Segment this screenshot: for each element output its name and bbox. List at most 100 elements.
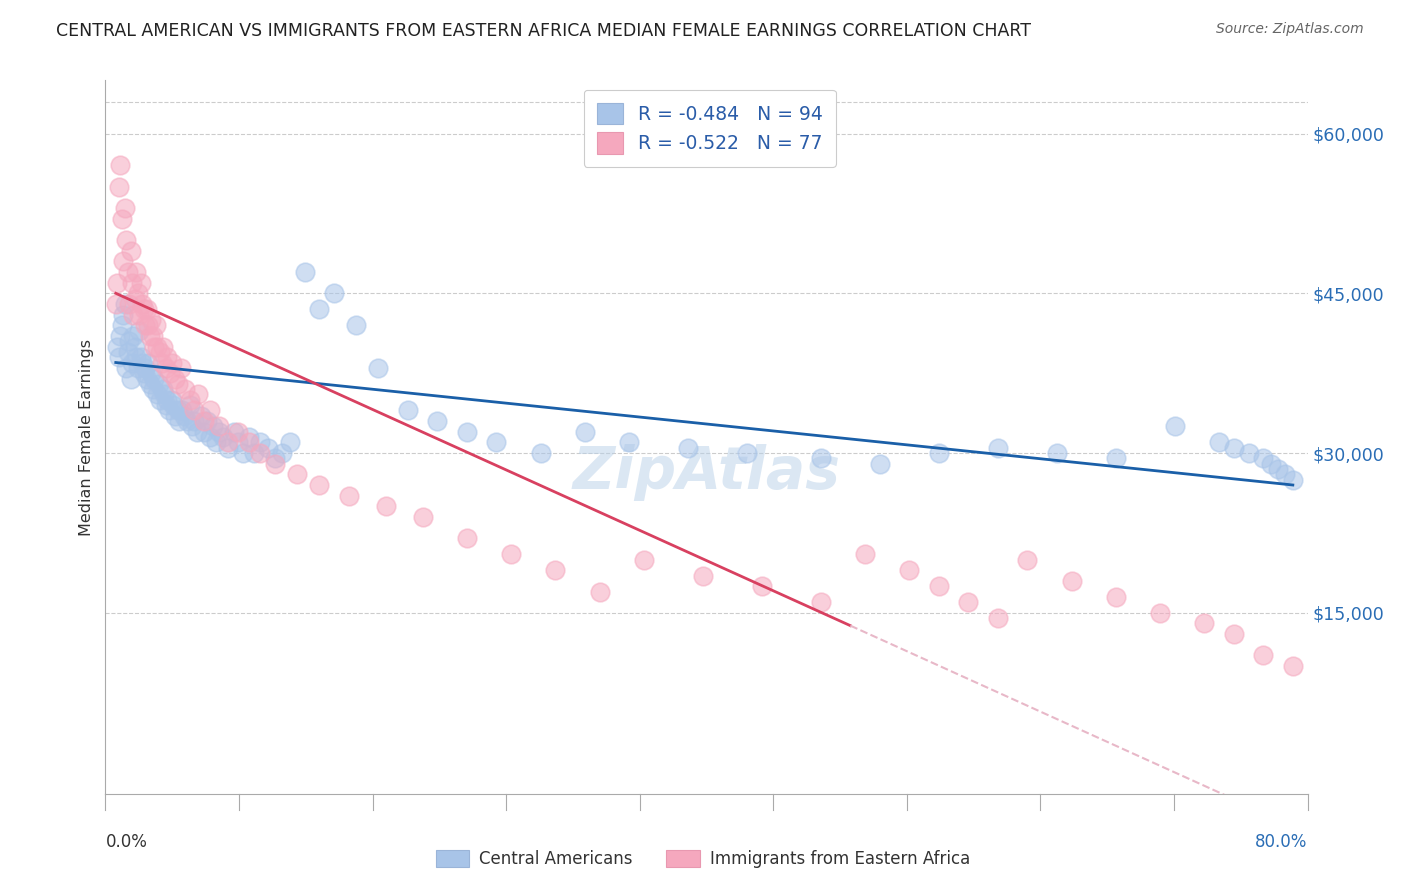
Point [125, 265, 148, 279]
Point [1282, 659, 1305, 673]
Point [676, 441, 699, 455]
Point [499, 547, 522, 561]
Point [898, 563, 921, 577]
Point [122, 329, 145, 343]
Point [153, 387, 176, 401]
Point [617, 435, 640, 450]
Point [1260, 457, 1282, 471]
Point [294, 265, 316, 279]
Point [633, 552, 655, 566]
Point [118, 334, 141, 349]
Point [202, 419, 225, 434]
Point [869, 457, 891, 471]
Point [172, 403, 194, 417]
Point [456, 425, 478, 439]
Point [156, 392, 179, 407]
Point [193, 414, 215, 428]
Point [112, 254, 135, 268]
Point [456, 531, 478, 545]
Point [1017, 552, 1039, 566]
Point [396, 403, 419, 417]
Point [987, 611, 1010, 625]
Point [588, 584, 610, 599]
Point [1194, 616, 1216, 631]
Point [1208, 435, 1230, 450]
Point [157, 403, 180, 417]
Point [120, 371, 142, 385]
Point [1282, 473, 1305, 487]
Point [152, 382, 174, 396]
Point [928, 579, 950, 593]
Point [374, 500, 396, 514]
Point [1164, 419, 1187, 434]
Point [987, 441, 1010, 455]
Point [174, 382, 197, 396]
Point [156, 350, 179, 364]
Point [129, 276, 152, 290]
Point [412, 510, 434, 524]
Point [166, 376, 188, 391]
Point [128, 324, 150, 338]
Text: ZipAtlas: ZipAtlas [572, 444, 841, 501]
Point [135, 371, 157, 385]
Y-axis label: Median Female Earnings: Median Female Earnings [79, 339, 94, 535]
Text: CENTRAL AMERICAN VS IMMIGRANTS FROM EASTERN AFRICA MEDIAN FEMALE EARNINGS CORREL: CENTRAL AMERICAN VS IMMIGRANTS FROM EAST… [56, 22, 1031, 40]
Point [121, 355, 143, 369]
Point [160, 392, 183, 407]
Point [115, 233, 138, 247]
Point [285, 467, 308, 482]
Point [104, 297, 127, 311]
Point [146, 340, 169, 354]
Point [183, 403, 205, 417]
Legend: Central Americans, Immigrants from Eastern Africa: Central Americans, Immigrants from Easte… [429, 843, 977, 875]
Legend: R = -0.484   N = 94, R = -0.522   N = 77: R = -0.484 N = 94, R = -0.522 N = 77 [583, 90, 837, 167]
Point [183, 414, 205, 428]
Point [179, 398, 201, 412]
Point [105, 276, 128, 290]
Point [256, 441, 278, 455]
Point [1267, 462, 1289, 476]
Point [1274, 467, 1296, 482]
Point [138, 376, 160, 391]
Point [112, 308, 135, 322]
Point [128, 308, 150, 322]
Point [1149, 606, 1171, 620]
Point [226, 425, 249, 439]
Text: 0.0%: 0.0% [105, 833, 148, 851]
Point [135, 302, 157, 317]
Point [544, 563, 567, 577]
Point [205, 435, 228, 450]
Point [146, 387, 169, 401]
Point [155, 360, 177, 375]
Point [264, 457, 287, 471]
Point [121, 276, 143, 290]
Point [149, 392, 172, 407]
Point [141, 313, 163, 327]
Point [143, 340, 166, 354]
Point [179, 392, 201, 407]
Point [928, 446, 950, 460]
Point [134, 318, 156, 333]
Point [367, 360, 389, 375]
Point [323, 286, 346, 301]
Point [108, 329, 131, 343]
Point [136, 318, 159, 333]
Point [152, 340, 174, 354]
Point [129, 350, 152, 364]
Point [751, 579, 773, 593]
Point [426, 414, 449, 428]
Point [160, 355, 183, 369]
Point [114, 201, 136, 215]
Point [278, 435, 301, 450]
Point [124, 340, 146, 354]
Point [127, 360, 149, 375]
Point [132, 302, 155, 317]
Point [1046, 446, 1069, 460]
Point [150, 355, 173, 369]
Point [1105, 451, 1128, 466]
Point [208, 419, 231, 434]
Point [529, 446, 551, 460]
Point [195, 414, 218, 428]
Point [176, 414, 198, 428]
Point [249, 446, 271, 460]
